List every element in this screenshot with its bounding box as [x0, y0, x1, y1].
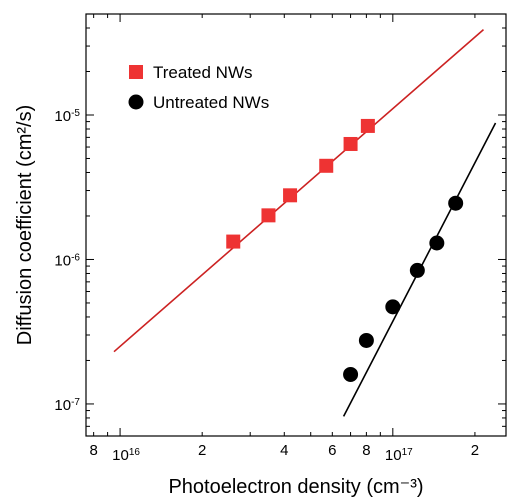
data-point-square — [360, 118, 375, 133]
x-tick-label: 8 — [362, 442, 370, 459]
legend-label: Untreated NWs — [153, 93, 269, 112]
legend-marker-square — [129, 65, 143, 79]
data-point-circle — [409, 262, 425, 278]
legend-label: Treated NWs — [153, 63, 253, 82]
y-tick-label: 10-5 — [54, 107, 80, 125]
x-tick-label: 4 — [280, 442, 288, 459]
data-point-square — [343, 136, 358, 151]
data-point-circle — [429, 235, 445, 251]
data-point-square — [261, 208, 276, 223]
data-point-square — [283, 188, 298, 203]
y-tick-label: 10-7 — [54, 396, 80, 414]
legend-marker-circle — [128, 94, 144, 110]
legend: Treated NWs Untreated NWs — [128, 63, 269, 112]
x-tick-label: 6 — [328, 442, 336, 459]
fit-lines — [113, 28, 497, 417]
x-axis-ticks: 8 1016 2 4 6 8 1017 2 — [89, 14, 479, 464]
x-tick-label: 8 — [89, 442, 97, 459]
x-tick-label: 2 — [471, 442, 479, 459]
data-point-circle — [343, 366, 359, 382]
data-markers — [226, 118, 464, 382]
plot-frame — [85, 13, 507, 437]
data-point-circle — [385, 299, 401, 315]
x-tick-label: 1016 — [112, 447, 140, 465]
fit-line — [113, 28, 485, 353]
x-tick-label: 2 — [198, 442, 206, 459]
data-point-square — [319, 158, 334, 173]
y-axis-label: Diffusion coefficient (cm²/s) — [14, 105, 36, 345]
data-point-square — [226, 234, 241, 249]
x-tick-label: 1017 — [385, 447, 413, 465]
y-axis-ticks: 10-7 10-6 10-5 — [54, 13, 506, 437]
x-axis-label: Photoelectron density (cm⁻³) — [168, 476, 423, 498]
y-tick-label: 10-6 — [54, 252, 80, 270]
data-point-circle — [448, 195, 464, 211]
data-point-circle — [358, 332, 374, 348]
